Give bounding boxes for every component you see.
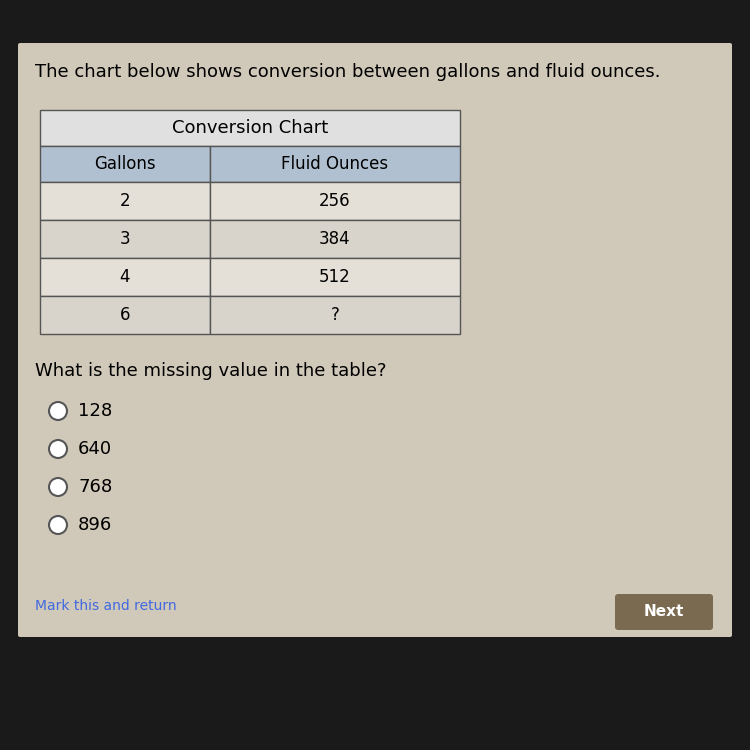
Text: The chart below shows conversion between gallons and fluid ounces.: The chart below shows conversion between… [35, 63, 661, 81]
Text: 640: 640 [78, 440, 112, 458]
Text: ?: ? [331, 306, 340, 324]
FancyBboxPatch shape [210, 296, 460, 334]
Circle shape [49, 478, 67, 496]
Text: Gallons: Gallons [94, 155, 156, 173]
FancyBboxPatch shape [40, 220, 210, 258]
Text: What is the missing value in the table?: What is the missing value in the table? [35, 362, 386, 380]
FancyBboxPatch shape [40, 182, 210, 220]
Circle shape [49, 440, 67, 458]
Text: 512: 512 [320, 268, 351, 286]
Circle shape [49, 402, 67, 420]
FancyBboxPatch shape [40, 146, 210, 182]
Text: 2: 2 [120, 192, 130, 210]
Text: 384: 384 [320, 230, 351, 248]
Text: Conversion Chart: Conversion Chart [172, 119, 328, 137]
Text: 4: 4 [120, 268, 130, 286]
Circle shape [49, 516, 67, 534]
FancyBboxPatch shape [40, 258, 210, 296]
Text: 896: 896 [78, 516, 112, 534]
Text: 128: 128 [78, 402, 112, 420]
Text: 768: 768 [78, 478, 112, 496]
Text: 3: 3 [120, 230, 130, 248]
FancyBboxPatch shape [210, 146, 460, 182]
FancyBboxPatch shape [210, 258, 460, 296]
FancyBboxPatch shape [18, 43, 732, 637]
Text: Mark this and return: Mark this and return [35, 599, 177, 613]
Text: 6: 6 [120, 306, 130, 324]
Text: 256: 256 [320, 192, 351, 210]
FancyBboxPatch shape [210, 220, 460, 258]
Text: Fluid Ounces: Fluid Ounces [281, 155, 388, 173]
FancyBboxPatch shape [615, 594, 713, 630]
FancyBboxPatch shape [210, 182, 460, 220]
Text: Next: Next [644, 604, 684, 619]
FancyBboxPatch shape [40, 110, 460, 146]
FancyBboxPatch shape [40, 296, 210, 334]
